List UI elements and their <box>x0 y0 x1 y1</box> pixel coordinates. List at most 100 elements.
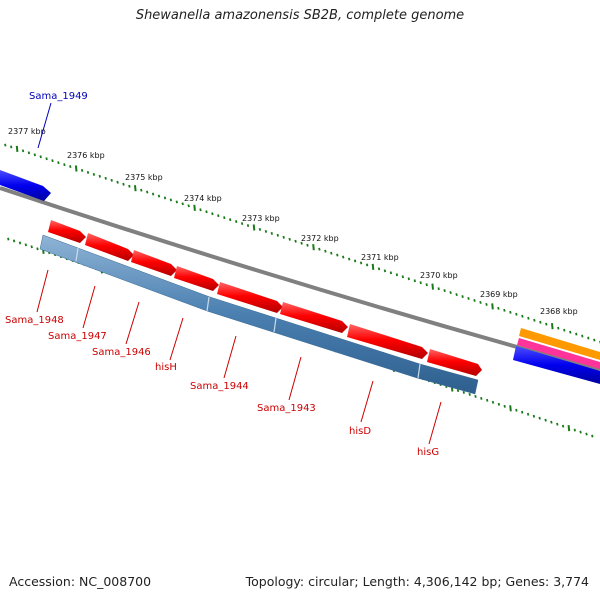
minor-tick <box>57 161 60 165</box>
band-divider-1 <box>75 247 79 262</box>
major-tick <box>312 244 315 251</box>
major-tick <box>509 405 512 412</box>
minor-tick <box>395 273 399 277</box>
minor-tick <box>211 212 214 216</box>
minor-tick <box>348 257 351 261</box>
leader-hisd <box>360 380 374 423</box>
blue-track[interactable] <box>513 346 600 384</box>
gene-label[interactable]: Sama_1949 <box>29 91 88 102</box>
minor-tick <box>521 410 524 414</box>
major-tick <box>567 425 571 432</box>
minor-tick <box>462 390 465 394</box>
minor-tick <box>140 188 143 192</box>
minor-tick <box>557 326 560 330</box>
gene-sama-1944[interactable] <box>217 282 283 313</box>
minor-tick <box>276 233 279 237</box>
minor-tick <box>503 404 506 408</box>
gene-sama-1948[interactable] <box>48 220 86 243</box>
minor-tick <box>270 231 273 235</box>
minor-tick <box>443 289 446 293</box>
minor-tick <box>585 432 588 436</box>
pink-track <box>517 338 600 369</box>
gene-label[interactable]: Sama_1947 <box>48 331 107 342</box>
gene-sama-1947[interactable] <box>85 233 134 261</box>
minor-tick <box>128 184 131 188</box>
minor-tick <box>491 400 495 404</box>
minor-tick <box>229 218 232 222</box>
minor-tick <box>240 222 244 226</box>
kbp-label: 2372 kbp <box>301 234 339 243</box>
minor-tick <box>497 306 500 310</box>
forward-gene-track <box>48 220 482 376</box>
minor-tick <box>163 196 167 200</box>
gene-hisg[interactable] <box>427 349 482 376</box>
minor-tick <box>533 318 536 322</box>
label-leaders <box>36 102 442 445</box>
minor-tick <box>479 300 482 304</box>
kbp-label: 2376 kbp <box>67 151 105 160</box>
minor-tick <box>449 291 452 295</box>
gene-label[interactable]: Sama_1948 <box>5 315 64 326</box>
major-tick <box>74 165 78 172</box>
minor-tick <box>86 170 90 174</box>
minor-tick <box>419 281 422 285</box>
minor-tick <box>282 235 285 239</box>
minor-tick <box>556 422 559 426</box>
kbp-labels: 2377 kbp 2376 kbp 2375 kbp 2374 kbp 2373… <box>8 127 578 316</box>
minor-tick <box>39 155 42 159</box>
gene-sama-1946[interactable] <box>131 250 177 276</box>
minor-tick <box>413 279 416 283</box>
minor-tick <box>104 176 107 180</box>
minor-tick <box>461 295 464 299</box>
minor-tick <box>526 412 530 416</box>
minor-tick <box>401 275 404 279</box>
gene-label[interactable]: Sama_1943 <box>257 403 316 414</box>
minor-tick <box>383 269 387 273</box>
gene-hisd[interactable] <box>347 324 428 359</box>
minor-tick <box>294 239 297 243</box>
minor-tick <box>539 320 542 324</box>
gene-label[interactable]: Sama_1946 <box>92 347 151 358</box>
leader-hish <box>169 317 184 361</box>
minor-tick <box>587 336 590 340</box>
reverse-band[interactable] <box>39 234 479 395</box>
band-divider-3 <box>273 317 277 333</box>
minor-tick <box>353 259 357 263</box>
gene-label[interactable]: Sama_1944 <box>190 381 249 392</box>
minor-tick <box>98 174 101 178</box>
minor-tick <box>593 338 596 342</box>
gene-label[interactable]: hisD <box>349 426 371 437</box>
minor-tick <box>455 293 458 297</box>
minor-tick <box>92 172 96 176</box>
minor-tick <box>27 151 31 155</box>
gene-label[interactable]: hisH <box>155 362 177 373</box>
gene-sama-1943[interactable] <box>280 302 348 333</box>
kbp-label: 2373 kbp <box>242 214 280 223</box>
gene-labels: Sama_1949 Sama_1948 Sama_1947 Sama_1946 … <box>5 91 439 458</box>
minor-tick <box>474 394 477 398</box>
minor-tick <box>515 408 518 412</box>
minor-tick <box>579 430 582 434</box>
gene-hish[interactable] <box>174 266 219 291</box>
genome-backbone <box>0 186 600 372</box>
minor-tick <box>437 287 440 291</box>
gene-sama-1949[interactable] <box>0 170 51 201</box>
minor-tick <box>486 398 489 402</box>
minor-tick <box>485 302 488 306</box>
gene-label[interactable]: hisG <box>417 447 439 458</box>
minor-tick <box>359 261 363 265</box>
major-tick <box>134 185 137 192</box>
minor-tick <box>324 249 327 253</box>
minor-tick <box>591 434 594 438</box>
major-tick <box>491 303 494 310</box>
minor-tick <box>205 210 208 214</box>
band-divider-2 <box>206 296 210 312</box>
minor-tick <box>246 224 250 228</box>
leader-hisg <box>428 401 442 445</box>
minor-tick <box>509 310 512 314</box>
minor-tick <box>151 192 155 196</box>
minor-tick <box>24 243 27 247</box>
minor-tick <box>456 389 460 393</box>
map-title: Shewanella amazonensis SB2B, complete ge… <box>135 8 465 23</box>
minor-tick <box>561 424 565 428</box>
